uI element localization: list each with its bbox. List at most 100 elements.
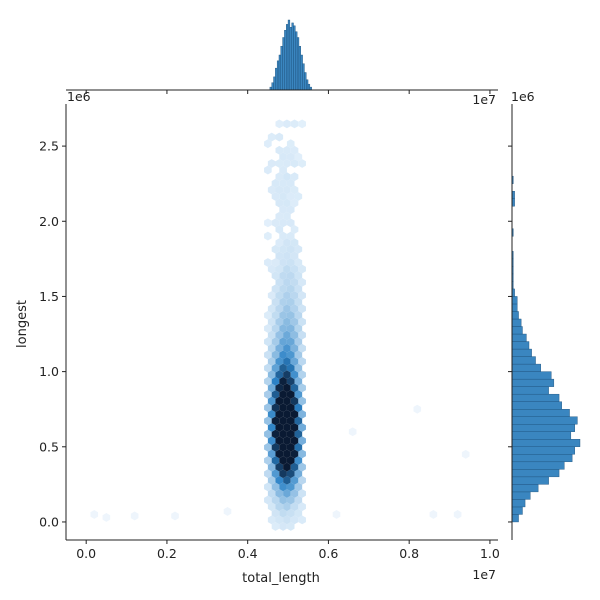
hexbin-cell xyxy=(286,376,295,386)
hexbin-cell xyxy=(283,172,291,182)
top-histogram-bar xyxy=(289,27,292,91)
hexbin-cell xyxy=(294,297,303,307)
hexbin-cell xyxy=(294,284,303,294)
top-histogram-bar xyxy=(287,19,291,91)
hexbin-cell xyxy=(290,475,299,485)
hexbin-cell xyxy=(283,211,291,221)
hexbin-cell xyxy=(275,330,284,340)
hexbin-cell xyxy=(286,297,295,307)
hexbin-cell xyxy=(275,251,284,261)
right-histogram-bar xyxy=(511,393,560,402)
top-histogram-bar xyxy=(284,30,287,91)
hexbin-cell xyxy=(283,462,291,472)
y-tick-label: 2.0 xyxy=(39,214,59,229)
hexbin-cell xyxy=(286,363,295,373)
hexbin-cell xyxy=(286,495,295,505)
right-histogram-bar xyxy=(511,378,555,387)
hexbin-cell xyxy=(290,449,299,459)
hexbin-cell xyxy=(298,330,306,340)
hexbin-outlier xyxy=(453,510,462,519)
top-histogram-bar xyxy=(298,46,301,91)
hexbin-cell xyxy=(271,363,280,373)
hexbin-cell xyxy=(264,390,272,399)
hexbin-cell xyxy=(275,436,284,446)
hexbin-cell xyxy=(279,205,287,215)
hexbin-cell xyxy=(279,297,287,307)
hexbin-outlier xyxy=(461,449,470,459)
hexbin-cell xyxy=(267,291,276,300)
x-offset-text-top: 1e7 xyxy=(472,92,496,107)
hexbin-cell xyxy=(294,442,303,452)
x-tick-label: 0.0 xyxy=(76,546,96,561)
top-histogram-bar xyxy=(280,46,283,91)
hexbin-cell xyxy=(271,390,280,399)
hexbin-cell xyxy=(298,383,306,393)
hexbin-cell xyxy=(290,396,299,406)
hexbin-cell xyxy=(279,376,287,386)
hexbin-outlier xyxy=(332,510,341,519)
x-tick-label: 0.2 xyxy=(157,546,177,561)
hexbin-cell xyxy=(275,277,284,287)
hexbin-cell xyxy=(279,350,287,360)
hexbin-cell xyxy=(275,409,284,419)
right-histogram-bar xyxy=(511,409,570,417)
top-histogram-bar xyxy=(293,25,296,91)
hexbin-cell xyxy=(294,350,303,360)
hexbin-cell xyxy=(271,376,280,386)
hexbin-cell xyxy=(275,489,284,498)
hexbin-cell xyxy=(290,370,299,380)
hexbin-cell xyxy=(286,482,295,492)
hexbin-outlier xyxy=(90,510,99,519)
hexbin-outlier xyxy=(223,507,232,516)
hexbin-cell xyxy=(264,416,272,426)
hexbin-cell xyxy=(294,363,303,373)
hexbin-cell xyxy=(290,436,299,446)
hexbin-cell xyxy=(283,449,291,459)
hexbin-cell xyxy=(298,304,306,314)
hexbin-cell xyxy=(279,218,287,228)
hexbin-cell xyxy=(290,515,299,525)
hexbin-cell xyxy=(267,489,276,498)
hexbin-cell xyxy=(271,429,280,439)
hexbin-cell xyxy=(264,495,272,505)
hexbin-outlier xyxy=(429,510,438,519)
top-histogram-bar xyxy=(306,79,309,91)
hexbin-cell xyxy=(264,337,272,347)
hexbin-cell xyxy=(264,350,272,360)
hexbin-cell xyxy=(275,291,284,300)
hexbin-cell xyxy=(286,508,295,518)
hexbin-cell xyxy=(294,337,303,347)
hexbin-cell xyxy=(290,304,299,314)
hexbin-cell xyxy=(294,258,303,267)
top-histogram-bar xyxy=(271,82,274,91)
hexbin-cell xyxy=(271,297,280,307)
top-histogram-bar xyxy=(275,67,278,91)
hexbin-cell xyxy=(286,139,295,149)
hexbin-cell xyxy=(267,159,276,168)
hexbin-cell xyxy=(275,423,284,432)
hexbin-cell xyxy=(275,370,284,380)
hexbin-cell xyxy=(290,119,299,129)
hexbin-cell xyxy=(286,456,295,465)
hexbin-cell xyxy=(290,251,299,261)
hexbin-cell xyxy=(283,159,291,168)
hexbin-cell xyxy=(298,409,306,419)
hexbin-cell xyxy=(283,515,291,525)
hexbin-cell xyxy=(298,264,306,274)
hexbin-cell xyxy=(283,251,291,261)
hexbin-cell xyxy=(294,192,303,201)
hexbin-cell xyxy=(290,357,299,366)
hexbin-cell xyxy=(264,403,272,413)
hexbin-cell xyxy=(286,350,295,360)
right-histogram-bar xyxy=(511,401,562,410)
hexbin-cell xyxy=(279,271,287,281)
hexbin-cell xyxy=(267,132,276,142)
hexbin-cell xyxy=(267,396,276,406)
right-histogram-bar xyxy=(511,469,560,478)
hexbin-cell xyxy=(275,502,284,512)
hexbin-cell xyxy=(279,363,287,373)
hexbin-cell xyxy=(279,390,287,399)
hexbin-cell xyxy=(267,409,276,419)
hexbin-cell xyxy=(290,462,299,472)
